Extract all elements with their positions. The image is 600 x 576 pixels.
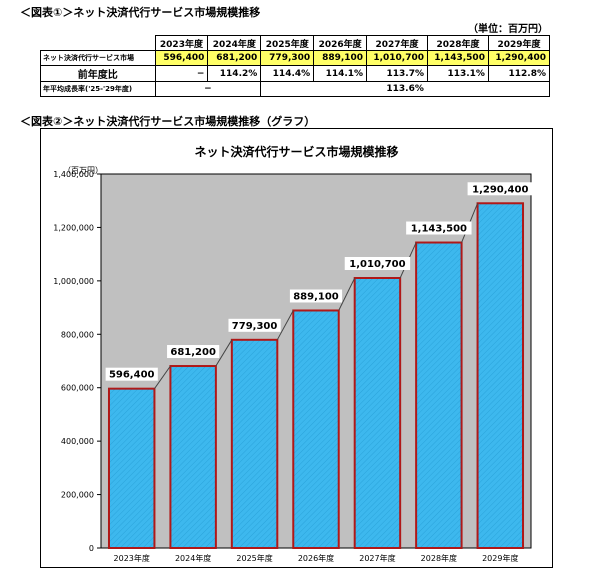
- data-label-bg: [406, 221, 472, 235]
- table-row: 前年度比 − 114.2% 114.4% 114.1% 113.7% 113.1…: [40, 65, 551, 82]
- data-label: 681,200: [170, 347, 216, 358]
- market-value-cell: 1,290,400: [487, 50, 551, 66]
- chart-frame: ネット決済代行サービス市場規模推移 （百万円） 0 200,000 400,000 6…: [40, 128, 553, 568]
- yoy-cell: 114.1%: [313, 65, 368, 82]
- market-value-cell: 1,143,500: [427, 50, 489, 66]
- y-tick-label: 200,000: [61, 491, 94, 500]
- year-header: 2026年度: [313, 35, 368, 51]
- data-label-bg: [105, 367, 158, 381]
- connector-line: [215, 339, 233, 367]
- bar: [107, 387, 156, 549]
- bar: [415, 241, 463, 549]
- data-label: 596,400: [109, 370, 155, 381]
- yoy-cell: 114.2%: [207, 65, 262, 82]
- x-tick-label: 2025年度: [236, 553, 272, 563]
- year-header: 2028年度: [427, 35, 489, 51]
- bar: [476, 202, 525, 549]
- market-value-cell: 889,100: [313, 50, 368, 66]
- connector-line: [154, 365, 171, 389]
- cagr-value-cell: 113.6%: [260, 81, 550, 97]
- connector-line: [276, 310, 294, 341]
- y-tick-label: 600,000: [61, 384, 94, 393]
- x-tick-label: 2028年度: [421, 553, 457, 563]
- bar: [353, 276, 402, 549]
- x-tick-label: 2024年度: [175, 553, 211, 563]
- year-header: 2029年度: [487, 35, 551, 51]
- y-tick-label: 1,000,000: [53, 277, 94, 286]
- cagr-dash-cell: −: [154, 81, 262, 97]
- row-label-cagr: 年平均成長率('25-'29年度): [40, 81, 156, 97]
- year-header: 2027年度: [366, 35, 429, 51]
- data-label: 1,010,700: [349, 259, 405, 270]
- market-value-cell: 1,010,700: [366, 50, 429, 66]
- bar: [169, 365, 217, 549]
- data-label: 1,290,400: [472, 184, 528, 195]
- data-label: 889,100: [293, 291, 339, 302]
- row-label-market: ネット決済代行サービス市場: [40, 50, 156, 66]
- data-label-bg: [167, 345, 220, 359]
- data-label-bg: [467, 182, 533, 196]
- figure2-title: ＜図表②＞ネット決済代行サービス市場規模推移（グラフ）: [20, 115, 316, 128]
- market-table: 2023年度 2024年度 2025年度 2026年度 2027年度 2028年…: [40, 35, 551, 97]
- data-label-bg: [228, 318, 281, 332]
- market-value-cell: 779,300: [260, 50, 315, 66]
- y-tick-label: 1,400,000: [53, 170, 94, 179]
- table-header-row: 2023年度 2024年度 2025年度 2026年度 2027年度 2028年…: [40, 35, 551, 51]
- y-axis-unit: （百万円）: [63, 166, 103, 175]
- x-tick-label: 2023年度: [114, 553, 150, 563]
- y-tick-label: 800,000: [61, 330, 94, 339]
- figure1-title: ＜図表①＞ネット決済代行サービス市場規模推移: [20, 6, 261, 19]
- table-row: ネット決済代行サービス市場 596,400 681,200 779,300 88…: [40, 50, 551, 66]
- yoy-cell: −: [154, 65, 209, 82]
- connector-line: [338, 277, 356, 311]
- chart-title: ネット決済代行サービス市場規模推移: [194, 145, 399, 159]
- data-label: 1,143,500: [411, 224, 467, 235]
- data-label-bg: [344, 256, 411, 270]
- x-tick-label: 2027年度: [359, 553, 395, 563]
- yoy-cell: 112.8%: [487, 65, 551, 82]
- yoy-cell: 113.1%: [427, 65, 489, 82]
- year-header: 2025年度: [260, 35, 315, 51]
- table-row: 年平均成長率('25-'29年度) − 113.6%: [40, 81, 550, 97]
- market-value-cell: 596,400: [154, 50, 209, 66]
- data-label-bg: [289, 289, 343, 303]
- bar-chart: 0 200,000 400,000 600,000 800,000 1,000,000 1,…: [53, 170, 533, 563]
- market-value-cell: 681,200: [207, 50, 262, 66]
- bar: [230, 338, 279, 549]
- data-label: 779,300: [232, 321, 278, 332]
- x-tick-label: 2026年度: [298, 553, 334, 563]
- row-label-yoy: 前年度比: [40, 65, 156, 82]
- y-tick-label: 400,000: [61, 437, 94, 446]
- year-header: 2023年度: [154, 35, 209, 51]
- yoy-cell: 114.4%: [260, 65, 315, 82]
- bar: [292, 309, 340, 549]
- y-tick-label: 1,200,000: [53, 223, 94, 232]
- yoy-cell: 113.7%: [366, 65, 429, 82]
- x-tick-label: 2029年度: [482, 553, 518, 563]
- year-header: 2024年度: [207, 35, 262, 51]
- y-tick-label: 0: [89, 544, 94, 553]
- unit-label: （単位：百万円）: [468, 24, 548, 35]
- table-corner: [40, 35, 156, 51]
